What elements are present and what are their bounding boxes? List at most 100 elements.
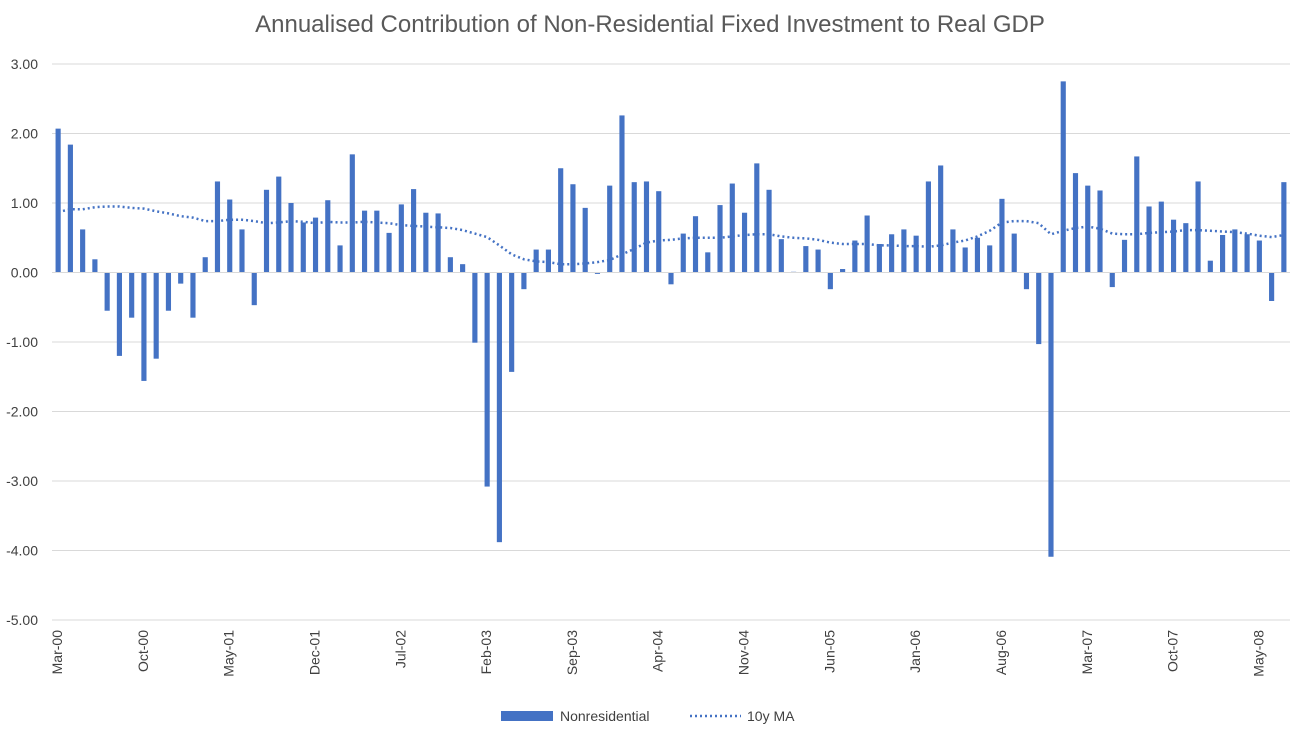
bar xyxy=(509,272,515,372)
bar xyxy=(1170,219,1177,273)
y-tick-label: 2.00 xyxy=(11,126,38,142)
bar xyxy=(962,247,968,273)
bar xyxy=(938,165,944,273)
bar xyxy=(300,222,306,273)
bar xyxy=(1220,234,1226,273)
bar xyxy=(472,272,478,343)
y-tick-label: -1.00 xyxy=(6,334,38,350)
bar xyxy=(460,264,466,273)
y-axis: 3.00 2.00 1.00 0.00 -1.00 -2.00 -3.00 -4.00 -5.0… xyxy=(6,56,38,628)
bar xyxy=(1097,190,1103,273)
bar xyxy=(165,272,172,311)
x-tick-label: Dec-01 xyxy=(307,630,323,675)
bar xyxy=(1269,272,1275,301)
bar xyxy=(104,272,110,311)
x-axis: Mar-00 Oct-00 May-01 Dec-01 Jul-02 Feb-03 Sep-… xyxy=(49,630,1266,677)
bar xyxy=(1011,233,1017,273)
bar xyxy=(1109,272,1115,288)
bar xyxy=(607,185,613,273)
bar xyxy=(239,229,245,273)
bar xyxy=(190,272,196,318)
bar xyxy=(1232,229,1238,273)
bar xyxy=(1256,240,1262,273)
bar xyxy=(80,229,86,273)
x-tick-label: Feb-03 xyxy=(478,630,494,675)
bar xyxy=(533,249,539,273)
bar xyxy=(999,198,1005,273)
bar xyxy=(386,232,392,273)
bar xyxy=(423,212,429,273)
x-tick-label: Oct-00 xyxy=(135,630,151,672)
bar xyxy=(141,272,147,381)
bar xyxy=(214,181,221,273)
bar xyxy=(987,245,993,273)
bar xyxy=(153,272,159,359)
x-tick-label: Aug-06 xyxy=(993,630,1009,675)
x-tick-label: May-01 xyxy=(221,630,237,677)
bar xyxy=(974,237,981,273)
bar xyxy=(337,245,343,273)
bar xyxy=(1121,239,1128,273)
bar xyxy=(717,205,723,273)
bar xyxy=(840,269,846,273)
x-tick-label: Mar-07 xyxy=(1079,630,1095,675)
bar xyxy=(1244,234,1250,273)
bar xyxy=(349,154,355,273)
bar xyxy=(1207,260,1213,273)
bar xyxy=(1072,173,1079,273)
bar xyxy=(276,176,282,273)
bar xyxy=(643,181,650,273)
y-tick-label: -4.00 xyxy=(6,543,38,559)
y-tick-label: -5.00 xyxy=(6,612,38,628)
bar xyxy=(116,272,122,356)
bar xyxy=(129,272,135,318)
bar xyxy=(251,272,257,306)
bar xyxy=(950,229,956,273)
bar xyxy=(202,257,208,273)
chart-title: Annualised Contribution of Non-Residenti… xyxy=(255,11,1045,38)
x-tick-label: Jul-02 xyxy=(392,630,408,668)
bar xyxy=(178,272,184,284)
bar xyxy=(288,203,294,273)
x-tick-label: Nov-04 xyxy=(736,630,752,675)
x-tick-label: Oct-07 xyxy=(1165,630,1181,672)
bar xyxy=(227,199,233,273)
bar xyxy=(55,128,61,273)
gridlines xyxy=(52,63,1290,621)
bar xyxy=(827,272,833,290)
bar xyxy=(67,144,73,273)
bar xyxy=(1023,272,1030,290)
bar xyxy=(1195,181,1201,273)
line-series-10y-ma xyxy=(57,205,1285,266)
bar-series-nonresidential xyxy=(55,81,1287,557)
x-tick-label: Apr-04 xyxy=(650,630,666,672)
bar xyxy=(92,259,98,273)
bar xyxy=(1281,182,1287,273)
bar xyxy=(815,249,821,273)
bar xyxy=(729,183,735,273)
bar xyxy=(668,272,674,285)
bar xyxy=(1146,206,1152,273)
y-tick-label: -2.00 xyxy=(6,404,38,420)
bar xyxy=(398,204,404,273)
bar xyxy=(656,191,662,273)
y-tick-label: -3.00 xyxy=(6,473,38,489)
bar xyxy=(741,212,748,273)
bar xyxy=(705,252,711,273)
x-tick-label: May-08 xyxy=(1250,630,1266,677)
bar xyxy=(852,240,858,273)
bar xyxy=(558,168,564,273)
x-tick-label: Sep-03 xyxy=(564,630,580,675)
legend-label-10y-ma: 10y MA xyxy=(747,708,795,724)
bar xyxy=(325,200,331,273)
legend-label-nonresidential: Nonresidential xyxy=(560,708,650,724)
y-tick-label: 0.00 xyxy=(11,265,38,281)
x-tick-label: Jan-06 xyxy=(907,630,923,673)
bar xyxy=(913,235,919,273)
bar xyxy=(1048,272,1054,557)
bar xyxy=(582,207,588,273)
bar xyxy=(1085,185,1091,273)
bar xyxy=(619,115,625,273)
bar xyxy=(680,233,686,273)
legend-swatch-nonresidential xyxy=(501,711,553,721)
